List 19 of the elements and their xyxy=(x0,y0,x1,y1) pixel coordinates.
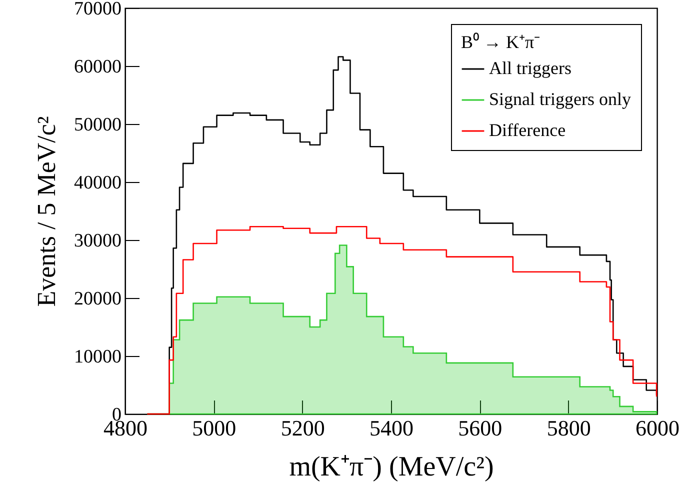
x-tick-label: 5600 xyxy=(458,416,502,440)
x-tick-label: 5000 xyxy=(192,416,236,440)
x-tick-label: 5200 xyxy=(280,416,325,440)
x-tick-label: 5400 xyxy=(370,416,414,440)
y-tick-label: 50000 xyxy=(74,114,122,136)
y-axis-title: Events / 5 MeV/c² xyxy=(32,116,61,307)
legend-label: Difference xyxy=(489,120,566,140)
y-tick-label: 10000 xyxy=(74,346,122,368)
legend-label: All triggers xyxy=(489,58,572,78)
y-tick-label: 30000 xyxy=(74,230,122,252)
y-tick-label: 20000 xyxy=(74,288,122,310)
y-tick-label: 40000 xyxy=(74,172,122,194)
x-tick-label: 5800 xyxy=(546,416,591,440)
y-tick-label: 70000 xyxy=(74,0,122,20)
y-tick-label: 60000 xyxy=(74,56,122,78)
x-tick-label: 6000 xyxy=(636,416,680,440)
legend-title: B⁰ → K⁺π⁻ xyxy=(461,32,540,52)
x-axis-title: m(K⁺π⁻) (MeV/c²) xyxy=(289,452,494,482)
legend-label: Signal triggers only xyxy=(489,89,631,109)
